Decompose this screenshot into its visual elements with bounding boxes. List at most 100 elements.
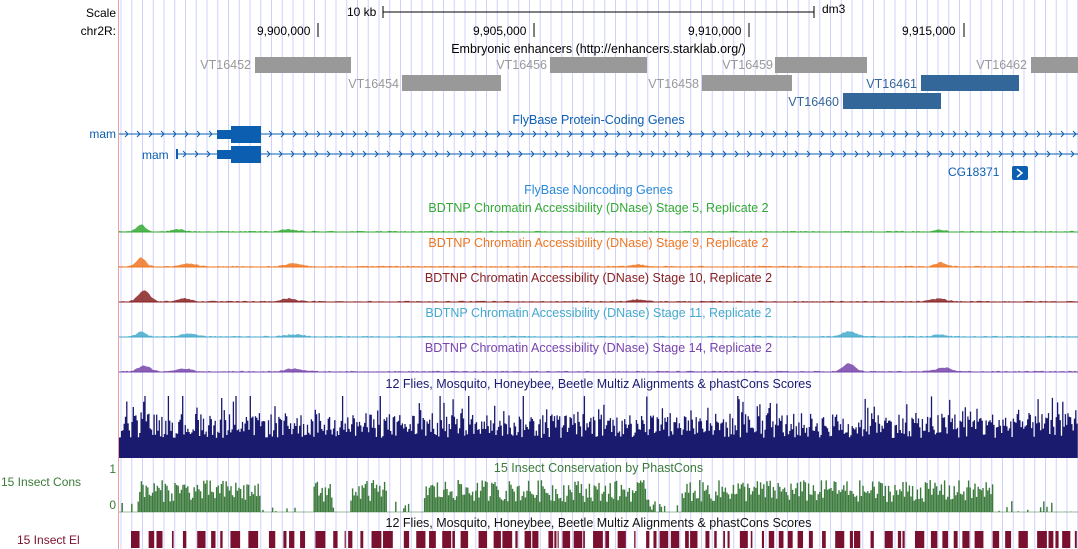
conserved-element <box>750 531 753 548</box>
strand-arrow <box>206 150 211 158</box>
strand-arrow <box>458 150 463 158</box>
noncoding-track-title[interactable]: FlyBase Noncoding Genes <box>524 183 673 197</box>
elements-side-label[interactable]: 15 Insect El <box>17 533 80 547</box>
dnase-stage5-signal-fill <box>119 224 1078 232</box>
track-labels-column: Scale chr2R: mam 1 0 15 Insect Cons 15 I… <box>0 0 118 549</box>
phastcons-side-label[interactable]: 15 Insect Cons <box>1 475 82 489</box>
enhancer-block-vt16462[interactable] <box>1031 57 1078 73</box>
strand-arrow <box>470 150 475 158</box>
strand-arrow <box>160 130 165 138</box>
dnase-stage9-title[interactable]: BDTNP Chromatin Accessibility (DNase) St… <box>428 236 769 250</box>
strand-arrow <box>1070 150 1075 158</box>
strand-arrow <box>676 130 681 138</box>
strand-arrow <box>520 130 525 138</box>
strand-arrow <box>602 150 607 158</box>
scale-label: Scale <box>85 6 116 20</box>
ruler-position-4: 9,915,000 <box>902 24 956 38</box>
elements-track-title[interactable]: 12 Flies, Mosquito, Honeybee, Beetle Mul… <box>385 516 812 530</box>
dnase-stage10-title[interactable]: BDTNP Chromatin Accessibility (DNase) St… <box>424 271 773 285</box>
strand-arrow <box>352 130 357 138</box>
strand-arrow <box>746 150 751 158</box>
phastcons-axis-max: 1 <box>109 462 116 476</box>
strand-arrow <box>928 130 933 138</box>
enhancers-track-title[interactable]: Embryonic enhancers (http://enhancers.st… <box>451 42 746 56</box>
dnase-stage10-signal-fill <box>119 290 1078 302</box>
strand-arrow <box>868 130 873 138</box>
enhancer-label-vt16460[interactable]: VT16460 <box>788 95 839 109</box>
dnase-stage5-title[interactable]: BDTNP Chromatin Accessibility (DNase) St… <box>428 201 769 215</box>
enhancer-block-vt16459[interactable] <box>775 57 867 73</box>
enhancer-block-vt16454[interactable] <box>402 75 501 91</box>
conserved-element <box>156 531 163 548</box>
exon-block <box>231 126 261 143</box>
enhancer-label-vt16462[interactable]: VT16462 <box>976 58 1027 72</box>
enhancer-label-vt16459[interactable]: VT16459 <box>722 58 773 72</box>
conserved-element <box>808 531 813 548</box>
strand-arrow <box>866 150 871 158</box>
dnase-stage14-title[interactable]: BDTNP Chromatin Accessibility (DNase) St… <box>424 341 773 355</box>
genes-track-title[interactable]: FlyBase Protein-Coding Genes <box>512 113 685 127</box>
strand-arrow <box>194 150 199 158</box>
enhancer-block-vt16452[interactable] <box>255 57 351 73</box>
conserved-element <box>992 531 1000 548</box>
strand-arrow <box>386 150 391 158</box>
strand-arrow <box>940 130 945 138</box>
conserved-element <box>131 531 140 548</box>
enhancer-block-vt16458[interactable] <box>702 75 792 91</box>
enhancer-label-vt16452[interactable]: VT16452 <box>200 58 251 72</box>
enhancer-block-vt16461[interactable] <box>921 75 1019 91</box>
conserved-element <box>371 531 382 548</box>
conserved-element <box>768 531 775 548</box>
strand-arrow <box>1034 150 1039 158</box>
strand-arrow <box>1010 150 1015 158</box>
strand-arrow <box>388 130 393 138</box>
conserved-element <box>515 531 518 548</box>
conserved-element <box>148 531 155 548</box>
enhancer-label-vt16458[interactable]: VT16458 <box>648 77 699 91</box>
strand-arrow <box>400 130 405 138</box>
strand-arrow <box>926 150 931 158</box>
conserved-element <box>452 531 455 548</box>
strand-arrow <box>854 150 859 158</box>
strand-arrow <box>148 130 153 138</box>
enhancer-block-vt16456[interactable] <box>550 57 647 73</box>
strand-arrow <box>652 130 657 138</box>
strand-arrow <box>136 130 141 138</box>
enhancer-block-vt16460[interactable] <box>843 93 941 109</box>
conserved-element <box>1062 531 1071 548</box>
strand-arrow <box>782 150 787 158</box>
gene-label-mam-1[interactable]: mam <box>89 127 116 141</box>
phastcons-track-title[interactable]: 15 Insect Conservation by PhastCons <box>493 461 704 475</box>
track-data-area[interactable]: 10 kb dm3 9,900,000 9,905,000 9,910,000 … <box>119 0 1078 549</box>
strand-arrow <box>532 130 537 138</box>
dnase-stage11-title[interactable]: BDTNP Chromatin Accessibility (DNase) St… <box>425 306 772 320</box>
strand-arrow <box>184 130 189 138</box>
conserved-element <box>727 531 730 548</box>
gene-label-mam-2[interactable]: mam <box>142 148 169 162</box>
multiz-track-title[interactable]: 12 Flies, Mosquito, Honeybee, Beetle Mul… <box>385 377 812 391</box>
strand-arrow <box>494 150 499 158</box>
conserved-element <box>634 531 636 548</box>
conserved-element <box>653 531 657 548</box>
strand-arrow <box>784 130 789 138</box>
enhancer-label-vt16454[interactable]: VT16454 <box>348 77 399 91</box>
strand-arrow <box>628 130 633 138</box>
strand-arrow <box>794 150 799 158</box>
strand-arrow <box>410 150 415 158</box>
strand-arrow <box>518 150 523 158</box>
gene-label-cg18371[interactable]: CG18371 <box>948 165 1000 179</box>
conserved-element <box>220 531 223 548</box>
enhancer-label-vt16461[interactable]: VT16461 <box>866 77 917 91</box>
conserved-element <box>524 531 532 548</box>
conserved-element <box>344 531 346 548</box>
exon-block <box>231 146 261 163</box>
strand-arrow <box>856 130 861 138</box>
strand-arrow <box>328 130 333 138</box>
enhancer-label-vt16456[interactable]: VT16456 <box>496 58 547 72</box>
strand-arrow <box>374 150 379 158</box>
conserved-element <box>502 531 513 548</box>
conserved-element <box>562 531 571 548</box>
conserved-element <box>1037 531 1047 548</box>
strand-arrow <box>556 130 561 138</box>
